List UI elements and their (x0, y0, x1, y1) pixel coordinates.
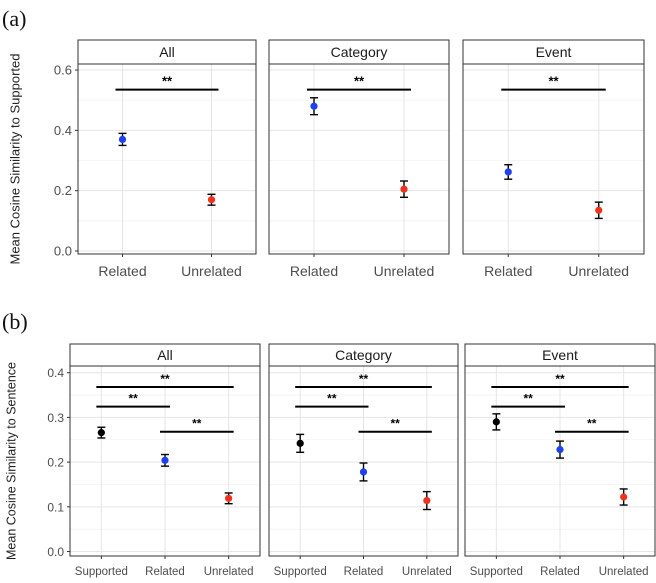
data-point-unrelated (595, 206, 603, 214)
data-point-supported (296, 439, 304, 447)
significance-label: ** (555, 372, 565, 386)
facet-all: All Related Unrelated ** (77, 39, 257, 279)
y-tick-label: 0.0 (54, 243, 72, 258)
data-point-unrelated (225, 494, 233, 502)
data-point-supported (492, 418, 500, 426)
data-point-related (161, 456, 169, 464)
facet-title: Category (335, 347, 392, 363)
data-point-unrelated (400, 185, 408, 193)
y-tick-label: 0.2 (47, 456, 64, 470)
facet-strip (77, 39, 257, 65)
data-point-supported (97, 429, 105, 437)
x-tick-label: Supported (75, 566, 128, 578)
facet-all: All Supported Related Unrelated ** ** ** (69, 343, 261, 578)
y-tick-label: 0.0 (47, 545, 64, 559)
significance-label: ** (129, 392, 139, 406)
facet-title: Event (536, 44, 572, 60)
x-tick-label: Related (484, 263, 532, 279)
panel-border (268, 63, 450, 255)
x-tick-label: Unrelated (181, 263, 242, 279)
x-tick-label: Supported (274, 566, 327, 578)
panel-a-label: (a) (2, 6, 26, 31)
facet-category: Category Supported Related Unrelated ** ** ** (268, 343, 459, 578)
chart-b: Mean Cosine Similarity to Sentence 0.0 0.1… (4, 343, 656, 578)
facet-strip (462, 39, 645, 65)
data-point-related (310, 102, 318, 110)
significance-label: ** (160, 372, 170, 386)
x-tick-label: Unrelated (568, 263, 629, 279)
facet-category: Category Related Unrelated ** (268, 39, 450, 279)
data-point-related (504, 168, 512, 176)
significance-label: ** (162, 74, 173, 89)
x-tick-label: Related (98, 263, 146, 279)
y-tick-label: 0.4 (47, 366, 64, 380)
significance-label: ** (327, 392, 337, 406)
significance-label: ** (390, 417, 400, 431)
y-tick-label: 0.4 (54, 123, 72, 138)
x-tick-label: Unrelated (402, 566, 452, 578)
facet-event: Event Related Unrelated ** (462, 39, 645, 279)
x-tick-label: Related (540, 566, 580, 578)
y-tick-label: 0.1 (47, 500, 64, 514)
y-axis-title: Mean Cosine Similarity to Sentence (4, 362, 18, 560)
x-tick-label: Related (290, 263, 338, 279)
x-tick-label: Unrelated (374, 263, 435, 279)
significance-label: ** (524, 392, 534, 406)
significance-label: ** (354, 74, 365, 89)
panel-border (77, 63, 257, 255)
y-tick-label: 0.3 (47, 411, 64, 425)
y-axis-title: Mean Cosine Similarity to Supported (7, 54, 22, 265)
significance-label: ** (192, 417, 202, 431)
x-tick-label: Related (344, 566, 384, 578)
facet-event: Event Supported Related Unrelated ** ** ** (464, 343, 656, 578)
data-point-unrelated (207, 196, 216, 204)
panel-b-label: (b) (2, 309, 28, 334)
data-point-unrelated (620, 493, 628, 501)
facet-title: Event (542, 347, 578, 363)
chart-a: Mean Cosine Similarity to Supported 0.0 0.… (7, 39, 645, 279)
panel-border (462, 63, 645, 255)
data-point-related (118, 135, 127, 143)
x-tick-label: Unrelated (599, 566, 649, 578)
y-tick-label: 0.6 (54, 63, 72, 78)
x-tick-label: Unrelated (204, 566, 254, 578)
facet-title: All (159, 44, 175, 60)
data-point-unrelated (423, 496, 431, 505)
x-tick-label: Supported (470, 566, 523, 578)
data-point-related (359, 468, 368, 476)
significance-label: ** (359, 372, 369, 386)
x-tick-label: Related (145, 566, 185, 578)
significance-label: ** (587, 417, 597, 431)
facet-title: Category (331, 44, 388, 60)
significance-label: ** (548, 74, 559, 89)
y-tick-label: 0.2 (54, 183, 72, 198)
data-point-related (556, 446, 564, 454)
facet-title: All (157, 347, 173, 363)
